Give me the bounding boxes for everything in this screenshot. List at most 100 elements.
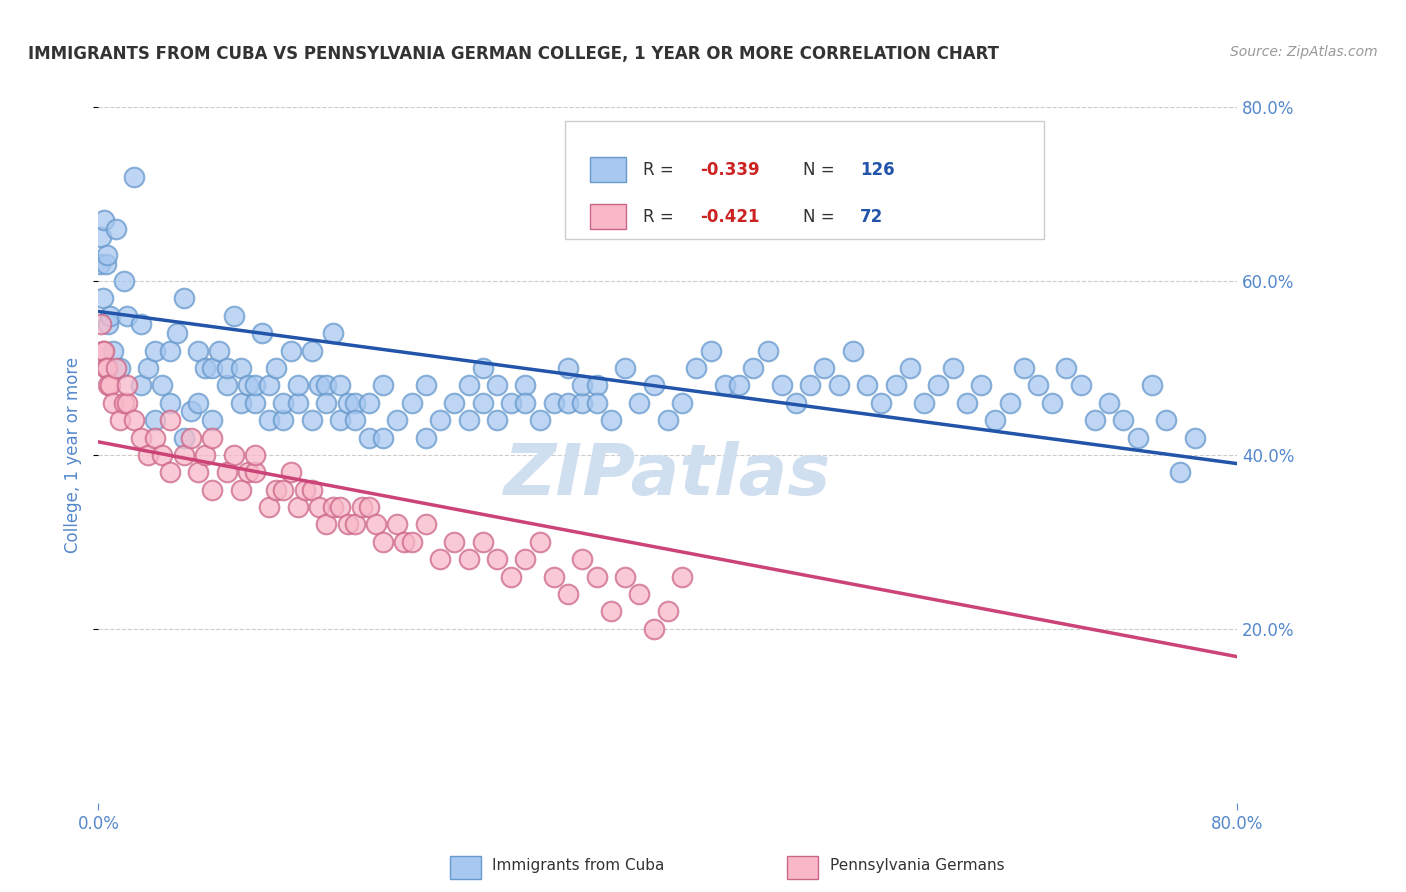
Point	[315, 378, 337, 392]
Point	[415, 430, 437, 444]
Point	[129, 318, 152, 332]
Point	[373, 378, 395, 392]
Point	[443, 534, 465, 549]
Point	[94, 257, 117, 271]
Point	[614, 360, 637, 375]
Point	[301, 483, 323, 497]
Point	[1084, 413, 1107, 427]
Point	[194, 448, 217, 462]
Point	[671, 570, 693, 584]
Point	[813, 360, 835, 375]
Text: -0.421: -0.421	[700, 208, 759, 226]
Text: R =: R =	[644, 161, 679, 178]
Point	[187, 343, 209, 358]
Point	[266, 360, 288, 375]
Point	[222, 448, 245, 462]
Point	[243, 448, 266, 462]
Point	[401, 534, 423, 549]
Point	[557, 587, 579, 601]
Point	[96, 248, 118, 262]
Point	[173, 430, 195, 444]
Point	[336, 395, 359, 409]
Point	[215, 466, 238, 480]
Point	[97, 318, 120, 332]
Point	[89, 257, 111, 271]
Point	[429, 552, 451, 566]
Point	[927, 378, 949, 392]
Point	[187, 395, 209, 409]
Point	[243, 378, 266, 392]
Point	[250, 326, 273, 340]
Point	[543, 570, 565, 584]
Point	[215, 378, 238, 392]
Point	[657, 605, 679, 619]
Point	[628, 395, 651, 409]
Point	[1170, 466, 1192, 480]
Text: R =: R =	[644, 208, 679, 226]
Point	[643, 378, 665, 392]
Text: Immigrants from Cuba: Immigrants from Cuba	[492, 858, 665, 872]
Point	[287, 395, 309, 409]
Point	[129, 378, 152, 392]
Point	[180, 404, 202, 418]
Point	[115, 309, 138, 323]
Point	[145, 430, 167, 444]
Point	[585, 378, 607, 392]
Point	[699, 343, 721, 358]
Point	[94, 360, 117, 375]
Point	[486, 413, 509, 427]
Point	[336, 517, 359, 532]
Point	[515, 378, 537, 392]
Point	[501, 570, 523, 584]
Point	[1026, 378, 1049, 392]
Point	[93, 343, 115, 358]
Point	[728, 378, 751, 392]
Text: N =: N =	[803, 208, 839, 226]
Point	[229, 395, 252, 409]
Point	[173, 291, 195, 305]
Point	[714, 378, 737, 392]
Text: IMMIGRANTS FROM CUBA VS PENNSYLVANIA GERMAN COLLEGE, 1 YEAR OR MORE CORRELATION : IMMIGRANTS FROM CUBA VS PENNSYLVANIA GER…	[28, 45, 1000, 62]
Point	[259, 378, 281, 392]
Point	[373, 534, 395, 549]
Point	[201, 483, 224, 497]
Point	[585, 395, 607, 409]
Point	[742, 360, 765, 375]
Point	[159, 413, 181, 427]
Point	[401, 395, 423, 409]
Point	[942, 360, 965, 375]
Point	[557, 360, 579, 375]
Point	[322, 326, 344, 340]
Point	[571, 552, 593, 566]
Point	[756, 343, 779, 358]
Point	[273, 483, 295, 497]
Point	[1112, 413, 1135, 427]
Point	[1154, 413, 1177, 427]
Point	[236, 466, 259, 480]
Point	[415, 378, 437, 392]
Bar	[591, 158, 626, 182]
Point	[486, 552, 509, 566]
Point	[387, 517, 409, 532]
Point	[222, 309, 245, 323]
Point	[97, 378, 120, 392]
Point	[457, 378, 479, 392]
Text: Source: ZipAtlas.com: Source: ZipAtlas.com	[1230, 45, 1378, 59]
Point	[201, 413, 224, 427]
Point	[600, 413, 623, 427]
Point	[557, 395, 579, 409]
Point	[201, 360, 224, 375]
Point	[101, 395, 124, 409]
Point	[194, 360, 217, 375]
Point	[136, 448, 159, 462]
Point	[1070, 378, 1092, 392]
FancyBboxPatch shape	[565, 121, 1043, 239]
Text: -0.339: -0.339	[700, 161, 759, 178]
Point	[287, 378, 309, 392]
Point	[770, 378, 793, 392]
Point	[1126, 430, 1149, 444]
Point	[215, 360, 238, 375]
Point	[1012, 360, 1035, 375]
Point	[136, 360, 159, 375]
Point	[329, 378, 352, 392]
